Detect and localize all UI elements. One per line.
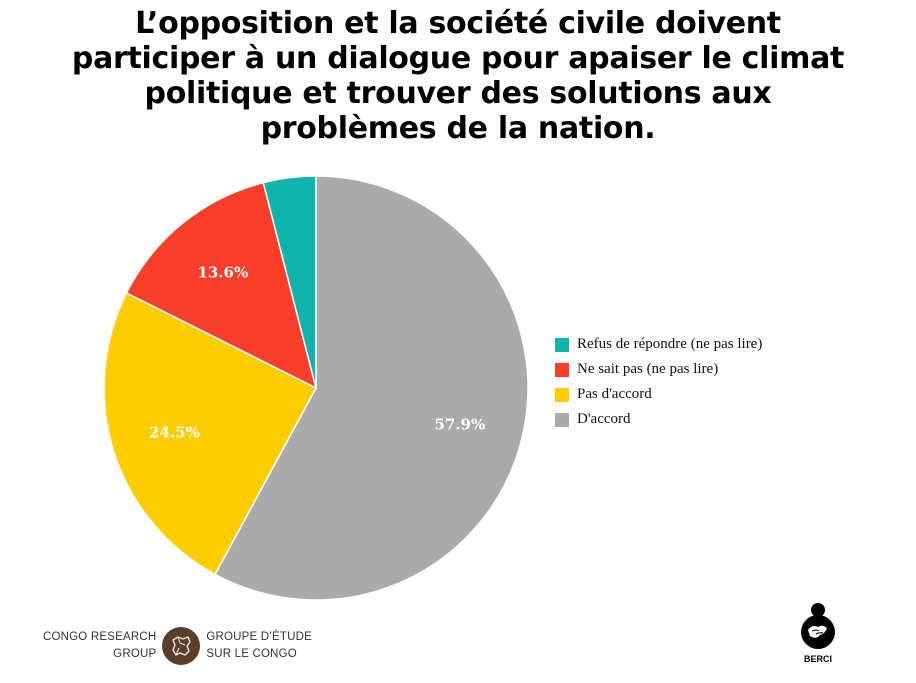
berci-label: BERCI [803, 654, 832, 664]
legend-swatch [555, 412, 569, 427]
congo-research-group-logo: CONGO RESEARCH GROUP GROUPE D’ÉTUDE SUR … [43, 624, 312, 668]
org-name-en-line1: CONGO RESEARCH [43, 631, 157, 643]
title-line: participer à un dialogue pour apaiser le… [71, 41, 845, 76]
legend-label: Refus de répondre (ne pas lire) [577, 336, 763, 352]
legend-item-pas-accord: Pas d'accord [555, 382, 762, 407]
org-name-en-line2: GROUP [113, 648, 157, 660]
chart-legend: Refus de répondre (ne pas lire) Ne sait … [555, 332, 762, 432]
pie-slice-ne-sait-pas-ne-pas-lire [125, 181, 318, 390]
legend-label: Pas d'accord [577, 386, 652, 402]
title-line: L’opposition et la société civile doiven… [135, 6, 781, 41]
berci-logo: BERCI [790, 600, 846, 664]
legend-swatch [555, 387, 569, 402]
slice-value-label: 57.9% [434, 415, 485, 433]
org-name-fr-line1: GROUPE D’ÉTUDE [206, 631, 313, 643]
legend-label: Ne sait pas (ne pas lire) [577, 361, 719, 377]
title-line: problèmes de la nation. [260, 111, 656, 146]
berci-emblem-icon [801, 603, 835, 649]
legend-item-ne-sait-pas: Ne sait pas (ne pas lire) [555, 357, 762, 382]
congo-map-emblem-icon [162, 627, 201, 665]
title-line: politique et trouver des solutions aux [144, 76, 772, 111]
legend-swatch [555, 362, 569, 377]
org-name-fr-line2: SUR LE CONGO [206, 648, 297, 660]
pie-slice-pas-d-accord [103, 291, 318, 576]
slice-value-label: 13.6% [197, 263, 248, 281]
legend-item-accord: D'accord [555, 407, 762, 432]
pie-slice-d-accord [214, 175, 529, 601]
legend-label: D'accord [577, 411, 631, 427]
pie-slice-refus-de-r-pondre-ne-pas-lire [262, 175, 317, 389]
legend-item-refus: Refus de répondre (ne pas lire) [555, 332, 762, 357]
legend-swatch [555, 337, 569, 352]
slice-value-label: 24.5% [149, 424, 200, 442]
chart-title: L’opposition et la société civile doiven… [40, 6, 876, 146]
